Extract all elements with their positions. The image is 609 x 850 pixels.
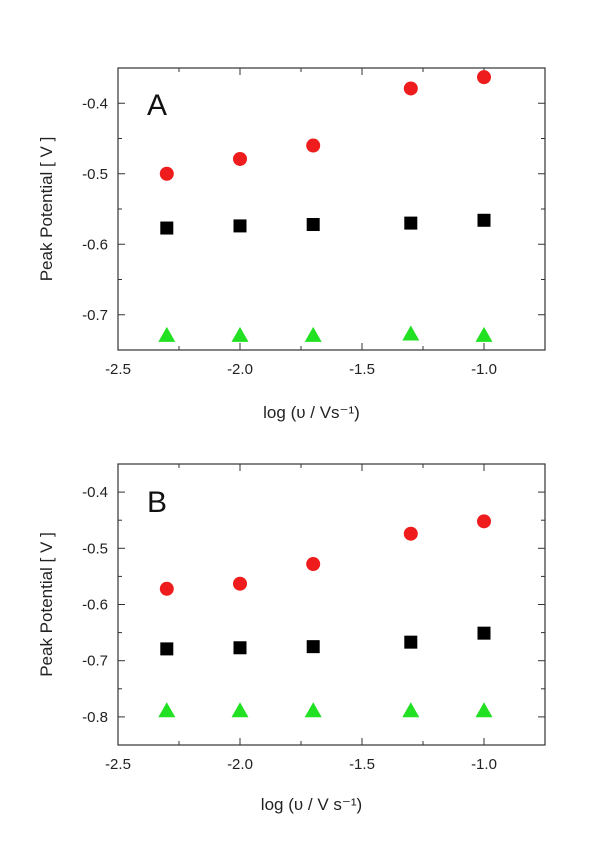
data-point-circle xyxy=(306,138,321,153)
data-point-square xyxy=(404,216,418,230)
y-tick-label: -0.8 xyxy=(82,709,108,726)
data-point-circle xyxy=(403,526,418,541)
data-point-square xyxy=(306,640,320,654)
panel-a: -2.5 -2.0 -1.5 -1.0 -0.4 -0.5 -0.6 -0.7 log (υ /… xyxy=(37,67,546,422)
data-point-triangle xyxy=(231,702,249,718)
y-axis-label: Peak Potential [ V ] xyxy=(37,532,56,677)
data-point-square xyxy=(404,635,418,649)
x-tick-label: -2.5 xyxy=(105,756,131,773)
x-tick-label: -1.0 xyxy=(471,361,497,378)
x-tick-label: -2.5 xyxy=(105,361,131,378)
plot-frame xyxy=(117,67,546,351)
y-tick-label: -0.4 xyxy=(82,484,108,501)
data-point-circle xyxy=(403,81,418,96)
data-point-circle xyxy=(306,557,321,572)
y-tick-label: -0.7 xyxy=(82,653,108,670)
x-tick-label: -1.0 xyxy=(471,756,497,773)
data-point-square xyxy=(160,221,174,235)
y-tick-label: -0.6 xyxy=(82,236,108,253)
data-point-triangle xyxy=(304,326,322,342)
y-tick-label: -0.5 xyxy=(82,166,108,183)
y-tick-label: -0.6 xyxy=(82,597,108,614)
x-axis-label: log (υ / Vs⁻¹) xyxy=(263,403,360,422)
plot-frame xyxy=(117,463,546,746)
data-point-triangle xyxy=(158,326,176,342)
data-point-triangle xyxy=(402,702,420,718)
data-point-square xyxy=(233,641,247,655)
data-point-circle xyxy=(233,576,247,591)
y-tick-label: -0.4 xyxy=(82,95,108,112)
x-tick-label: -1.5 xyxy=(349,756,375,773)
data-point-square xyxy=(306,218,320,232)
data-point-triangle xyxy=(402,325,420,341)
y-axis-label: Peak Potential [ V ] xyxy=(37,137,56,282)
panel-b: -2.5 -2.0 -1.5 -1.0 -0.4 -0.5 -0.6 -0.7 -0.8 log … xyxy=(37,463,546,814)
data-point-circle xyxy=(159,581,174,596)
data-point-square xyxy=(477,626,491,640)
y-tick-label: -0.7 xyxy=(82,307,108,324)
data-point-triangle xyxy=(304,702,322,718)
data-point-circle xyxy=(477,514,491,529)
data-point-triangle xyxy=(475,326,493,342)
data-point-triangle xyxy=(475,702,493,718)
data-point-circle xyxy=(477,70,491,85)
panel-letter: A xyxy=(147,89,167,122)
data-point-square xyxy=(233,219,247,233)
x-tick-label: -1.5 xyxy=(349,361,375,378)
data-point-circle xyxy=(233,151,247,166)
data-point-triangle xyxy=(231,326,249,342)
x-tick-label: -2.0 xyxy=(227,756,253,773)
data-point-square xyxy=(477,213,491,227)
data-point-square xyxy=(160,642,174,656)
panel-letter: B xyxy=(147,486,167,519)
data-point-triangle xyxy=(158,702,176,718)
x-axis-label: log (υ / V s⁻¹) xyxy=(261,795,362,814)
y-tick-label: -0.5 xyxy=(82,540,108,557)
data-point-circle xyxy=(159,166,174,181)
x-tick-label: -2.0 xyxy=(227,361,253,378)
